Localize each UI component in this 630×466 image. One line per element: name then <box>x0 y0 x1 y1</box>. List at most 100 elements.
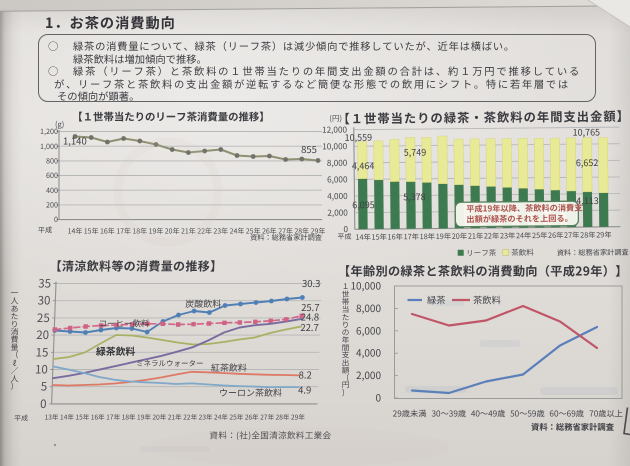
svg-text:4,113: 4,113 <box>576 194 599 207</box>
svg-text:19年: 19年 <box>137 412 152 422</box>
svg-text:1,200: 1,200 <box>40 127 58 137</box>
svg-text:6,000: 6,000 <box>327 173 348 185</box>
svg-text:平成: 平成 <box>337 232 351 242</box>
svg-text:17年: 17年 <box>116 227 131 237</box>
svg-text:16年: 16年 <box>100 227 115 237</box>
svg-text:1,140: 1,140 <box>63 134 87 148</box>
svg-text:【清涼飲料等の消費量の推移】: 【清涼飲料等の消費量の推移】 <box>49 258 222 275</box>
svg-text:資料：総務省家計調査: 資料：総務省家計調査 <box>531 421 615 433</box>
svg-text:0: 0 <box>54 215 58 225</box>
svg-text:0: 0 <box>343 223 348 235</box>
svg-text:(円): (円) <box>329 113 342 124</box>
svg-text:4,000: 4,000 <box>327 190 348 202</box>
svg-text:4,000: 4,000 <box>356 345 381 360</box>
svg-text:6,652: 6,652 <box>576 156 599 169</box>
svg-text:60～69歳: 60～69歳 <box>549 408 584 420</box>
svg-text:35: 35 <box>38 276 51 292</box>
svg-text:平成: 平成 <box>14 414 28 424</box>
svg-text:26年: 26年 <box>262 227 277 237</box>
svg-text:30～39歳: 30～39歳 <box>432 408 467 420</box>
svg-text:資料：(社)全国清涼飲料工業会: 資料：(社)全国清涼飲料工業会 <box>209 430 332 442</box>
svg-text:23年: 23年 <box>500 231 516 241</box>
svg-text:400: 400 <box>46 186 58 196</box>
svg-text:10,559: 10,559 <box>345 131 373 144</box>
svg-text:15年: 15年 <box>371 232 387 242</box>
svg-text:23年: 23年 <box>198 412 213 422</box>
svg-text:24年: 24年 <box>214 412 229 422</box>
svg-text:5: 5 <box>41 379 48 395</box>
svg-text:0: 0 <box>40 396 47 412</box>
svg-text:25年: 25年 <box>229 412 244 422</box>
svg-text:24年: 24年 <box>230 227 245 237</box>
svg-text:14年: 14年 <box>60 412 75 422</box>
svg-text:21年: 21年 <box>468 232 484 242</box>
svg-text:ウーロン茶飲料: ウーロン茶飲料 <box>219 386 282 399</box>
svg-text:30: 30 <box>37 293 50 309</box>
svg-text:21年: 21年 <box>168 412 183 422</box>
svg-text:2,000: 2,000 <box>327 207 348 219</box>
svg-text:出額が緑茶のそれを上回る。: 出額が緑茶のそれを上回る。 <box>466 212 573 225</box>
svg-text:14年: 14年 <box>355 233 371 243</box>
svg-text:600: 600 <box>46 171 58 181</box>
svg-text:40～49歳: 40～49歳 <box>471 408 506 420</box>
svg-text:29年: 29年 <box>291 412 306 422</box>
svg-text:23年: 23年 <box>213 227 228 237</box>
svg-text:4,464: 4,464 <box>352 159 375 172</box>
svg-text:緑茶飲料: 緑茶飲料 <box>96 344 136 358</box>
svg-text:27年: 27年 <box>278 227 293 237</box>
svg-text:16年: 16年 <box>387 232 403 242</box>
svg-text:12,000: 12,000 <box>322 124 348 136</box>
svg-text:10,000: 10,000 <box>350 278 381 293</box>
svg-text:5,749: 5,749 <box>404 146 427 159</box>
svg-text:茶飲料: 茶飲料 <box>511 247 534 258</box>
svg-text:855: 855 <box>301 142 317 156</box>
svg-text:コーヒー飲料: コーヒー飲料 <box>98 318 150 330</box>
svg-text:21年: 21年 <box>181 227 196 237</box>
svg-text:6,095: 6,095 <box>352 198 375 211</box>
svg-text:8,000: 8,000 <box>356 300 381 315</box>
svg-text:(g): (g) <box>55 119 64 130</box>
svg-text:10,000: 10,000 <box>322 140 348 152</box>
svg-text:25年: 25年 <box>246 227 261 237</box>
svg-text:17年: 17年 <box>404 232 420 242</box>
svg-text:18年: 18年 <box>121 412 136 422</box>
svg-text:資料：総務省家計調査: 資料：総務省家計調査 <box>250 233 322 243</box>
svg-text:15年: 15年 <box>75 412 90 422</box>
svg-text:2,000: 2,000 <box>356 367 381 382</box>
svg-text:【１世帯当たりのリーフ茶消費量の推移】: 【１世帯当たりのリーフ茶消費量の推移】 <box>72 109 269 124</box>
svg-text:29歳未満: 29歳未満 <box>393 408 427 420</box>
svg-text:10,765: 10,765 <box>572 125 600 138</box>
svg-text:8.2: 8.2 <box>298 368 312 382</box>
svg-text:14年: 14年 <box>68 227 83 237</box>
svg-text:22.7: 22.7 <box>300 320 319 334</box>
svg-text:22年: 22年 <box>484 231 500 241</box>
svg-text:27年: 27年 <box>260 412 275 422</box>
svg-text:18年: 18年 <box>420 232 436 242</box>
svg-text:200: 200 <box>46 201 58 211</box>
svg-text:0: 0 <box>375 390 381 405</box>
svg-text:29年: 29年 <box>596 230 612 240</box>
svg-text:800: 800 <box>46 157 58 167</box>
svg-text:平成19年以降、茶飲料の消費支: 平成19年以降、茶飲料の消費支 <box>466 202 582 215</box>
svg-text:緑茶: 緑茶 <box>427 293 446 307</box>
svg-text:20年: 20年 <box>165 227 180 237</box>
svg-text:5,378: 5,378 <box>403 190 426 203</box>
svg-text:ミネラルウォーター: ミネラルウォーター <box>136 358 204 369</box>
svg-text:25年: 25年 <box>532 231 548 241</box>
svg-text:70歳以上: 70歳以上 <box>589 408 623 420</box>
svg-text:15年: 15年 <box>84 227 99 237</box>
svg-text:8,000: 8,000 <box>327 157 348 169</box>
svg-text:22年: 22年 <box>183 412 198 422</box>
svg-text:25: 25 <box>37 310 50 326</box>
svg-text:50～59歳: 50～59歳 <box>510 408 545 420</box>
svg-text:リーフ茶: リーフ茶 <box>466 247 497 258</box>
svg-text:10: 10 <box>35 362 48 378</box>
svg-text:茶飲料: 茶飲料 <box>473 293 501 307</box>
svg-text:17年: 17年 <box>106 412 121 422</box>
svg-text:資料：総務省家計調査: 資料：総務省家計調査 <box>557 248 629 259</box>
svg-text:18年: 18年 <box>132 227 147 237</box>
svg-text:【年齢別の緑茶と茶飲料の消費動向（平成29年）】: 【年齢別の緑茶と茶飲料の消費動向（平成29年）】 <box>338 262 628 280</box>
svg-text:28年: 28年 <box>275 412 290 422</box>
svg-text:6,000: 6,000 <box>356 322 381 337</box>
svg-text:27年: 27年 <box>564 231 580 241</box>
